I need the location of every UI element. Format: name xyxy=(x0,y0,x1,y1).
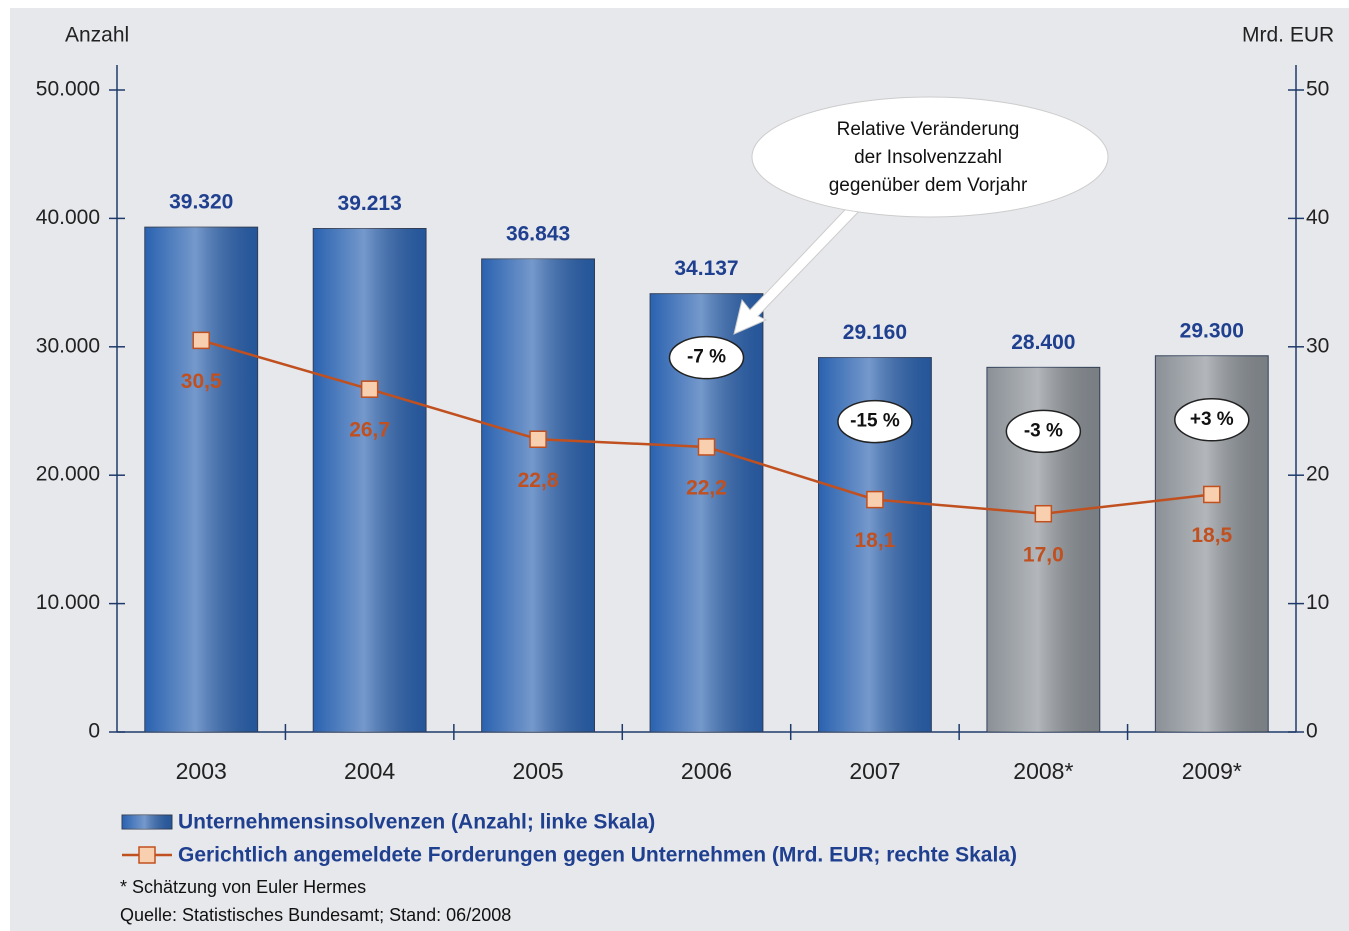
line-value-label: 18,5 xyxy=(1191,524,1232,547)
y-tick-label: 10.000 xyxy=(36,591,100,614)
line-marker xyxy=(360,380,379,398)
y2-axis-title: Mrd. EUR xyxy=(1242,24,1334,47)
y-tick-label: 30.000 xyxy=(36,334,100,357)
x-tick-label: 2009* xyxy=(1182,758,1242,784)
footnote: Quelle: Statistisches Bundesamt; Stand: … xyxy=(120,905,511,925)
legend-swatch-shine xyxy=(122,815,172,829)
x-tick-label: 2007 xyxy=(849,758,900,784)
legend-label: Unternehmensinsolvenzen (Anzahl; linke S… xyxy=(178,811,655,834)
bar-shine xyxy=(144,227,258,732)
bar-shine xyxy=(313,228,427,733)
y2-tick-label: 30 xyxy=(1306,334,1329,357)
change-bubble xyxy=(668,335,745,380)
bar-shine xyxy=(481,258,595,732)
bar-value-label: 29.160 xyxy=(843,321,907,344)
legend-swatch-marker xyxy=(138,846,156,864)
callout-bubble xyxy=(751,96,1109,218)
callout-arrow xyxy=(733,195,867,335)
line-value-label: 22,8 xyxy=(518,469,559,492)
change-label: -15 % xyxy=(850,411,900,432)
bar-value-label: 36.843 xyxy=(506,222,570,245)
line-value-label: 26,7 xyxy=(349,419,390,442)
legend-label: Gerichtlich angemeldete Forderungen gege… xyxy=(178,844,1017,867)
bar-value-label: 34.137 xyxy=(674,257,738,280)
line-value-label: 22,2 xyxy=(686,476,727,499)
change-bubble xyxy=(1174,398,1250,442)
line-value-label: 30,5 xyxy=(181,370,222,393)
x-tick-label: 2006 xyxy=(681,758,732,784)
y-tick-label: 0 xyxy=(88,720,100,743)
y2-tick-label: 10 xyxy=(1306,591,1329,614)
line-marker xyxy=(529,430,547,448)
line-marker xyxy=(1203,485,1221,504)
y2-tick-label: 50 xyxy=(1306,78,1329,101)
y2-tick-label: 0 xyxy=(1306,720,1318,743)
line-marker xyxy=(1034,504,1053,523)
change-bubble xyxy=(837,399,913,444)
y-axis-title: Anzahl xyxy=(65,24,129,47)
bar-value-label: 39.213 xyxy=(338,192,402,215)
x-tick-label: 2004 xyxy=(344,758,395,784)
callout-text: der Insolvenzzahl xyxy=(854,147,1002,168)
footnote: * Schätzung von Euler Hermes xyxy=(120,877,366,897)
y2-tick-label: 40 xyxy=(1306,206,1329,229)
callout-text: gegenüber dem Vorjahr xyxy=(829,175,1028,196)
line-marker xyxy=(697,438,716,456)
y-tick-label: 20.000 xyxy=(36,463,100,486)
line-marker xyxy=(192,331,210,350)
bar-value-label: 28.400 xyxy=(1011,331,1075,354)
line-value-label: 17,0 xyxy=(1023,543,1064,566)
change-bubble xyxy=(1005,409,1082,454)
change-label: -3 % xyxy=(1024,420,1063,441)
line-value-label: 18,1 xyxy=(854,529,895,552)
change-label: +3 % xyxy=(1190,409,1234,430)
line-marker xyxy=(866,490,884,509)
y-tick-label: 50.000 xyxy=(36,78,100,101)
y2-tick-label: 20 xyxy=(1306,463,1329,486)
change-label: -7 % xyxy=(687,347,726,368)
y-tick-label: 40.000 xyxy=(36,206,100,229)
x-tick-label: 2003 xyxy=(176,758,227,784)
bar-value-label: 39.320 xyxy=(169,191,233,214)
bar-value-label: 29.300 xyxy=(1180,319,1244,342)
callout-text: Relative Veränderung xyxy=(837,119,1020,140)
x-tick-label: 2008* xyxy=(1013,758,1073,784)
x-tick-label: 2005 xyxy=(512,758,563,784)
